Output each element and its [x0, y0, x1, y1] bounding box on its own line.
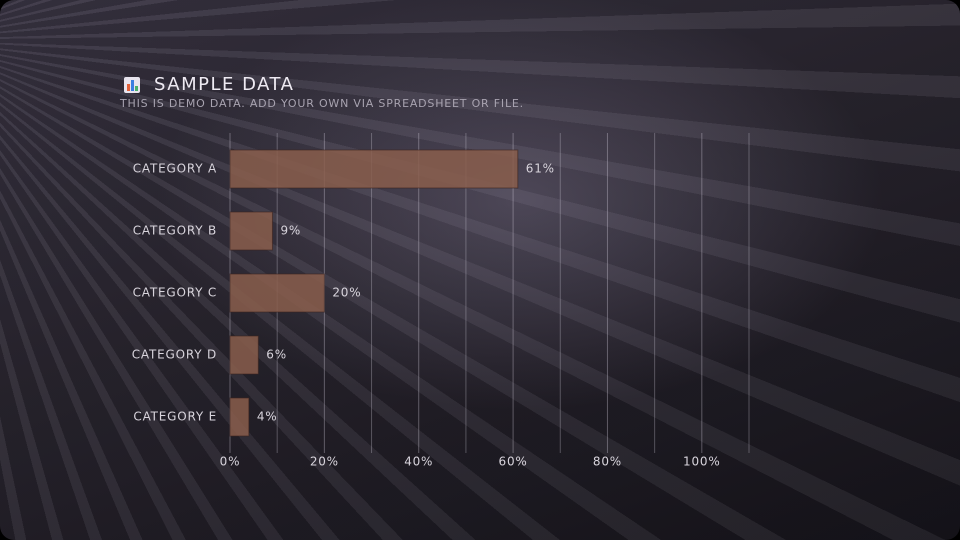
value-label: 4%	[257, 410, 278, 424]
y-tick-label: CATEGORY C	[133, 286, 217, 300]
x-tick-label: 0%	[220, 455, 241, 469]
x-tick-label: 100%	[683, 455, 721, 469]
y-tick-label: CATEGORY D	[132, 348, 217, 362]
x-tick-label: 20%	[310, 455, 339, 469]
value-label: 20%	[332, 286, 361, 300]
x-tick-label: 80%	[593, 455, 622, 469]
y-tick-label: CATEGORY A	[133, 162, 217, 176]
bar	[229, 149, 519, 189]
x-tick-label: 40%	[404, 455, 433, 469]
x-tick-label: 60%	[499, 455, 528, 469]
value-label: 6%	[266, 348, 287, 362]
bar	[229, 397, 250, 437]
value-label: 9%	[280, 224, 301, 238]
bar	[229, 211, 273, 251]
chart-subtitle: THIS IS DEMO DATA. ADD YOUR OWN VIA SPRE…	[119, 97, 524, 110]
value-label: 61%	[526, 162, 555, 176]
bars	[229, 149, 519, 437]
bar	[229, 335, 259, 375]
chart-title: SAMPLE DATA	[154, 74, 294, 95]
y-tick-label: CATEGORY E	[133, 410, 217, 424]
y-tick-label: CATEGORY B	[133, 224, 217, 238]
bar	[229, 273, 325, 313]
title-icon	[124, 77, 140, 93]
